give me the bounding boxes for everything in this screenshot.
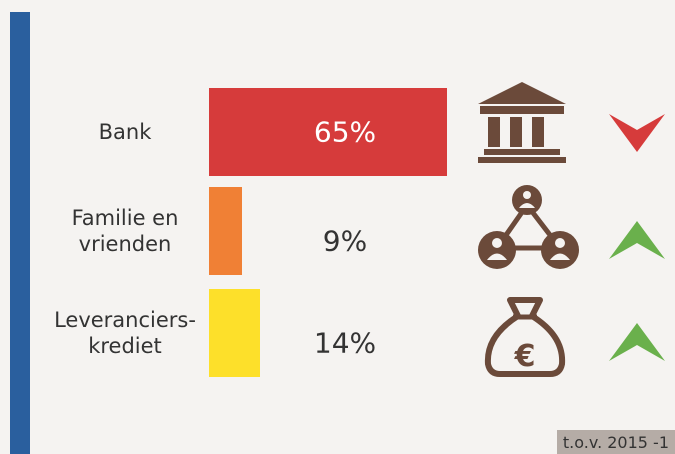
- bar: [209, 187, 242, 275]
- side-stripe: [10, 12, 30, 454]
- money-bag-icon: €: [484, 297, 566, 377]
- trend-arrow: [609, 323, 665, 361]
- value-label: 14%: [313, 326, 377, 360]
- value-label: 65%: [313, 115, 377, 149]
- bank-icon: [478, 82, 566, 163]
- trend-arrow: [609, 221, 665, 259]
- svg-text:€: €: [514, 339, 536, 374]
- footnote: t.o.v. 2015 -1: [556, 430, 675, 454]
- category-label: Leveranciers- krediet: [54, 308, 196, 358]
- trend-arrow: [609, 114, 665, 152]
- category-label: Bank: [98, 120, 152, 144]
- bar: [209, 88, 447, 176]
- value-label: 9%: [322, 224, 368, 258]
- category-label: Familie en vrienden: [71, 206, 179, 256]
- network-icon: [478, 185, 579, 269]
- bar: [209, 289, 261, 377]
